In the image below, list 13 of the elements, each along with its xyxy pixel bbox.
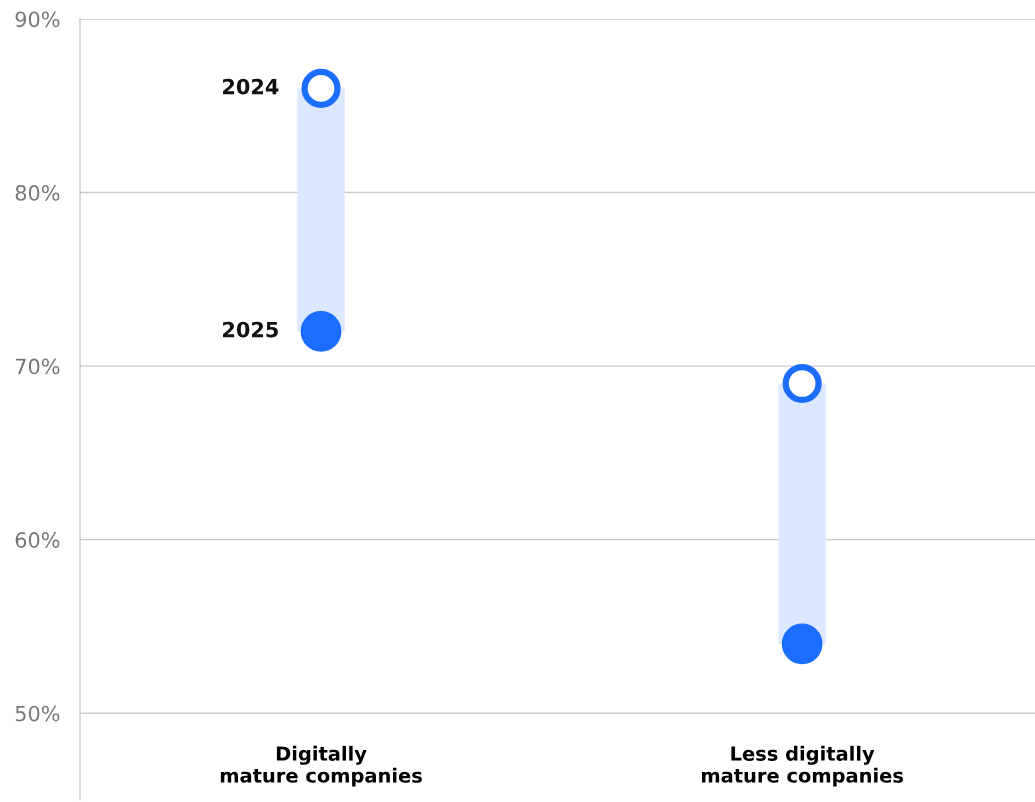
point (300, 311, 342, 352)
y-tick-label: 80% (15, 185, 60, 201)
series-label: 2025 (223, 321, 278, 338)
point (301, 68, 341, 108)
y-tick-label: 50% (15, 705, 60, 722)
point (781, 623, 823, 665)
x-tick-label: Less digitally mature companies (702, 745, 903, 787)
point (782, 363, 822, 404)
y-tick-label: 70% (15, 358, 60, 375)
x-tick-label: Digitally mature companies (220, 745, 422, 787)
series-label: 2024 (223, 78, 279, 95)
y-tick-label: 60% (15, 532, 60, 548)
y-tick-label: 90% (15, 11, 60, 28)
